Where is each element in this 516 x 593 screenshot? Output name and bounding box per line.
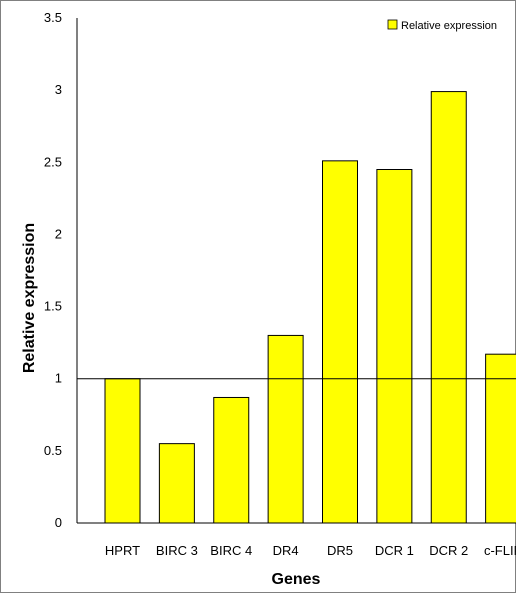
bar — [376, 169, 413, 524]
bar — [430, 91, 467, 524]
y-tick-label: 3 — [55, 82, 62, 97]
y-tick-label: 1.5 — [44, 299, 62, 314]
bars — [104, 91, 516, 524]
x-axis-tick-labels: HPRT BIRC 3 BIRC 4 DR4 DR5 DCR 1 DCR 2 c-FLIP — [105, 543, 516, 558]
y-axis-ticks: 0 0.5 1 1.5 2 2.5 3 3.5 — [44, 10, 62, 530]
legend: Relative expression — [387, 19, 497, 32]
x-tick-label: DCR 2 — [429, 543, 468, 558]
x-tick-label: HPRT — [105, 543, 140, 558]
y-tick-label: 1 — [55, 371, 62, 386]
x-tick-label: BIRC 3 — [156, 543, 198, 558]
x-tick-label: DCR 1 — [375, 543, 414, 558]
legend-swatch — [387, 19, 398, 30]
bar — [322, 160, 358, 524]
bar — [485, 353, 516, 524]
bar — [104, 378, 141, 524]
y-tick-label: 2 — [55, 226, 62, 241]
x-tick-label: DR4 — [273, 543, 299, 558]
x-tick-label: BIRC 4 — [210, 543, 252, 558]
y-tick-label: 3.5 — [44, 10, 62, 25]
bar — [213, 396, 250, 524]
y-axis-title: Relative expression — [21, 223, 38, 373]
bar — [158, 443, 195, 524]
x-tick-label: c-FLIP — [484, 543, 516, 558]
y-tick-label: 0.5 — [44, 443, 62, 458]
x-axis-title: Genes — [272, 571, 321, 588]
y-tick-label: 2.5 — [44, 154, 62, 169]
x-tick-label: DR5 — [327, 543, 353, 558]
legend-label: Relative expression — [401, 20, 497, 32]
bar — [267, 334, 304, 524]
y-tick-label: 0 — [55, 515, 62, 530]
